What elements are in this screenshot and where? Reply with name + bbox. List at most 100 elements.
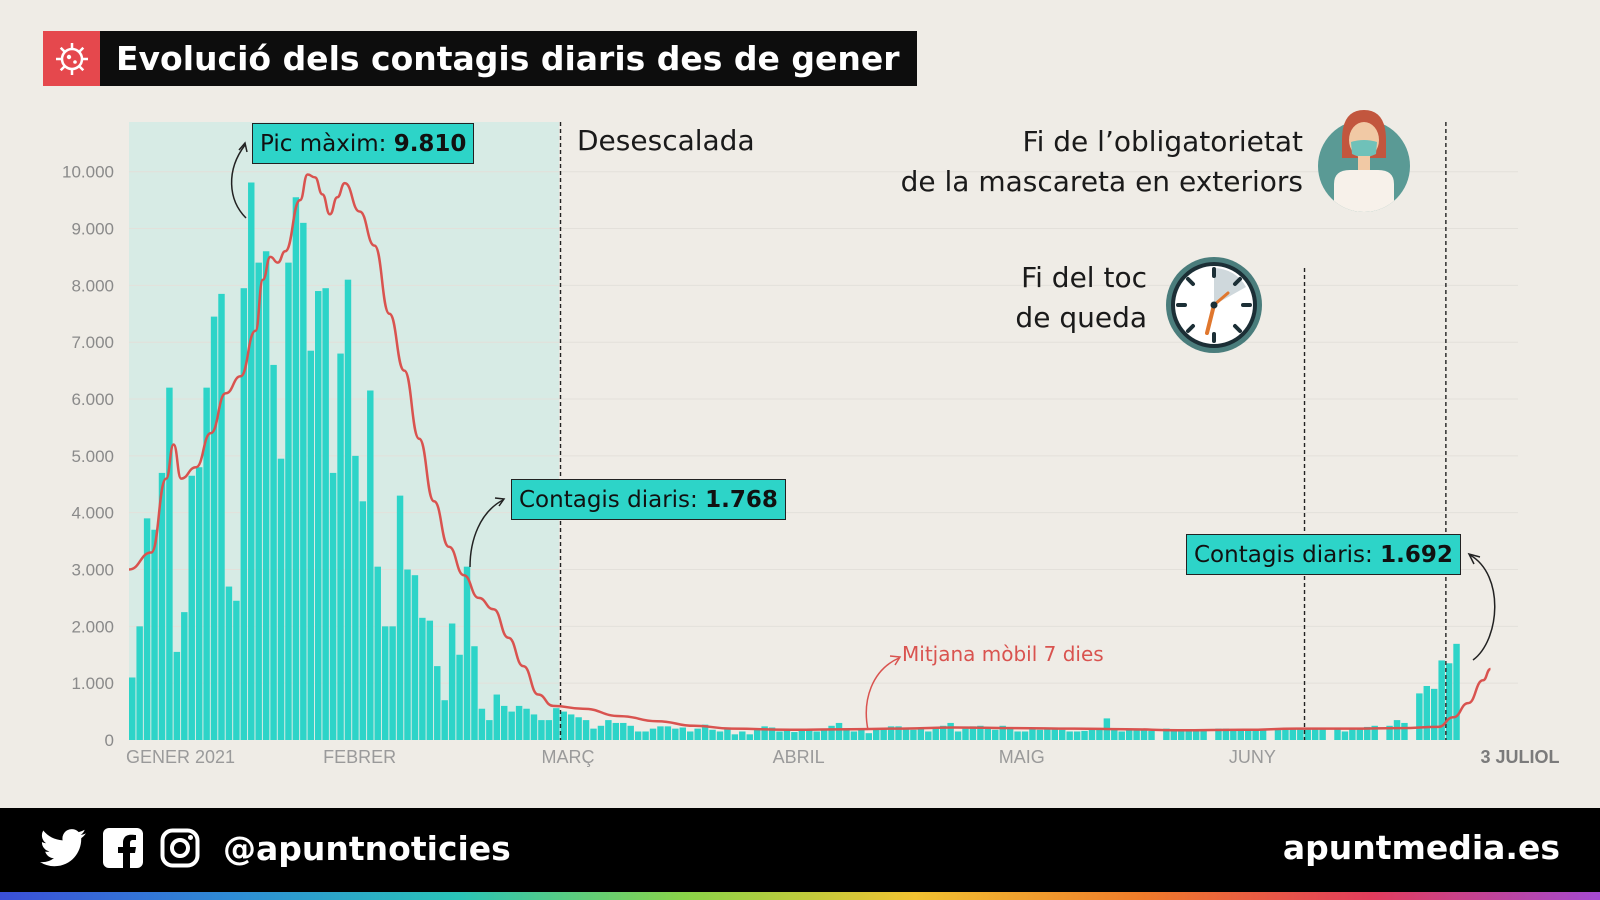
bar xyxy=(1163,728,1170,740)
bar xyxy=(501,705,508,740)
daily-cases-chart: 0 1.000 2.000 3.000 4.000 5.000 6.000 7.000 8.00… xyxy=(62,110,1560,767)
bar xyxy=(977,725,984,740)
bar xyxy=(329,472,337,740)
bar xyxy=(404,569,411,740)
bar xyxy=(1006,728,1014,740)
bar xyxy=(277,458,285,740)
y-tick-label: 8.000 xyxy=(71,276,114,295)
bar xyxy=(1170,729,1178,740)
peak-label: Pic màxim: xyxy=(260,131,394,157)
bar xyxy=(999,725,1006,740)
instagram-icon[interactable] xyxy=(160,828,200,868)
footer: @apuntnoticies apuntmedia.es xyxy=(0,808,1600,892)
x-tick-label: FEBRER xyxy=(323,747,396,767)
bar xyxy=(664,726,672,740)
moving-average-label: Mitjana mòbil 7 dies xyxy=(902,642,1104,666)
bar xyxy=(649,728,657,740)
bar xyxy=(798,728,806,740)
bar xyxy=(746,734,753,740)
x-tick-label: JUNY xyxy=(1229,747,1276,767)
bar xyxy=(1073,731,1081,740)
y-tick-label: 9.000 xyxy=(71,220,114,239)
bar xyxy=(1200,729,1207,740)
rainbow-stripe xyxy=(0,892,1600,900)
bar xyxy=(1245,729,1252,740)
twitter-icon[interactable] xyxy=(40,828,86,868)
bar xyxy=(381,626,389,740)
bar xyxy=(768,727,776,740)
bar xyxy=(575,717,582,740)
bar xyxy=(1356,728,1364,740)
mask-line-1: Fi de l’obligatorietat xyxy=(1022,125,1303,158)
bar xyxy=(218,293,225,740)
bar xyxy=(1021,731,1029,740)
bar xyxy=(954,731,962,740)
feb-label: Contagis diaris: xyxy=(519,487,706,513)
bar xyxy=(590,728,597,740)
bar xyxy=(1118,731,1125,740)
bar xyxy=(307,350,314,740)
bar xyxy=(560,711,567,740)
bar xyxy=(992,729,999,740)
feb-value: 1.768 xyxy=(705,487,778,513)
bar xyxy=(359,501,367,740)
bar xyxy=(835,722,843,740)
curfew-line-1: Fi del toc xyxy=(1021,261,1147,294)
bar xyxy=(1297,728,1304,740)
bar xyxy=(1096,728,1103,740)
site-url[interactable]: apuntmedia.es xyxy=(1282,828,1560,867)
bar xyxy=(337,353,344,740)
bar xyxy=(515,705,523,740)
bar xyxy=(1044,728,1051,740)
y-tick-label: 0 xyxy=(105,731,114,750)
social-handle[interactable]: @apuntnoticies xyxy=(223,828,511,868)
bar xyxy=(1051,728,1058,740)
x-tick-label: ABRIL xyxy=(773,747,825,767)
bar xyxy=(605,720,612,740)
facebook-icon[interactable] xyxy=(103,828,143,868)
bar xyxy=(1192,729,1200,740)
bar xyxy=(969,726,977,740)
bar xyxy=(724,728,731,740)
bar xyxy=(233,600,240,740)
bar xyxy=(880,728,887,740)
bar xyxy=(850,731,858,740)
bar xyxy=(1125,728,1133,740)
last-value: 1.692 xyxy=(1380,542,1453,568)
bar xyxy=(709,729,716,740)
bar xyxy=(1259,728,1267,740)
bar xyxy=(1014,731,1021,740)
bar xyxy=(597,725,605,740)
bar xyxy=(285,262,292,740)
bar xyxy=(1386,725,1393,740)
bar xyxy=(917,728,925,740)
bar xyxy=(1029,728,1036,740)
y-tick-label: 2.000 xyxy=(71,617,114,636)
bar xyxy=(1334,728,1341,740)
x-axis: GENER 2021 FEBRER MARÇ ABRIL MAIG JUNY 3 JULIO… xyxy=(126,747,1560,767)
mask-line-2: de la mascareta en exteriors xyxy=(900,165,1303,198)
bar xyxy=(1252,729,1259,740)
bar xyxy=(657,726,664,740)
bar xyxy=(642,731,649,740)
bar xyxy=(151,529,158,740)
bar xyxy=(791,732,798,740)
curfew-label: Fi del toc de queda xyxy=(1015,258,1147,338)
bar xyxy=(136,626,143,740)
x-tick-label: GENER 2021 xyxy=(126,747,235,767)
bar xyxy=(1230,729,1237,740)
bar xyxy=(486,720,493,740)
bar xyxy=(129,677,136,740)
bar xyxy=(1133,729,1140,740)
page-title: Evolució dels contagis diaris des de gen… xyxy=(100,31,917,86)
bar xyxy=(761,726,768,740)
bar xyxy=(716,731,724,740)
social-links: @apuntnoticies xyxy=(40,828,511,868)
x-tick-label: 3 JULIOL xyxy=(1481,747,1560,767)
bar xyxy=(1349,728,1356,740)
peak-value: 9.810 xyxy=(393,131,467,157)
y-tick-label: 3.000 xyxy=(71,561,114,580)
x-tick-label: MAIG xyxy=(999,747,1045,767)
bar xyxy=(143,518,151,740)
bar xyxy=(672,728,679,740)
